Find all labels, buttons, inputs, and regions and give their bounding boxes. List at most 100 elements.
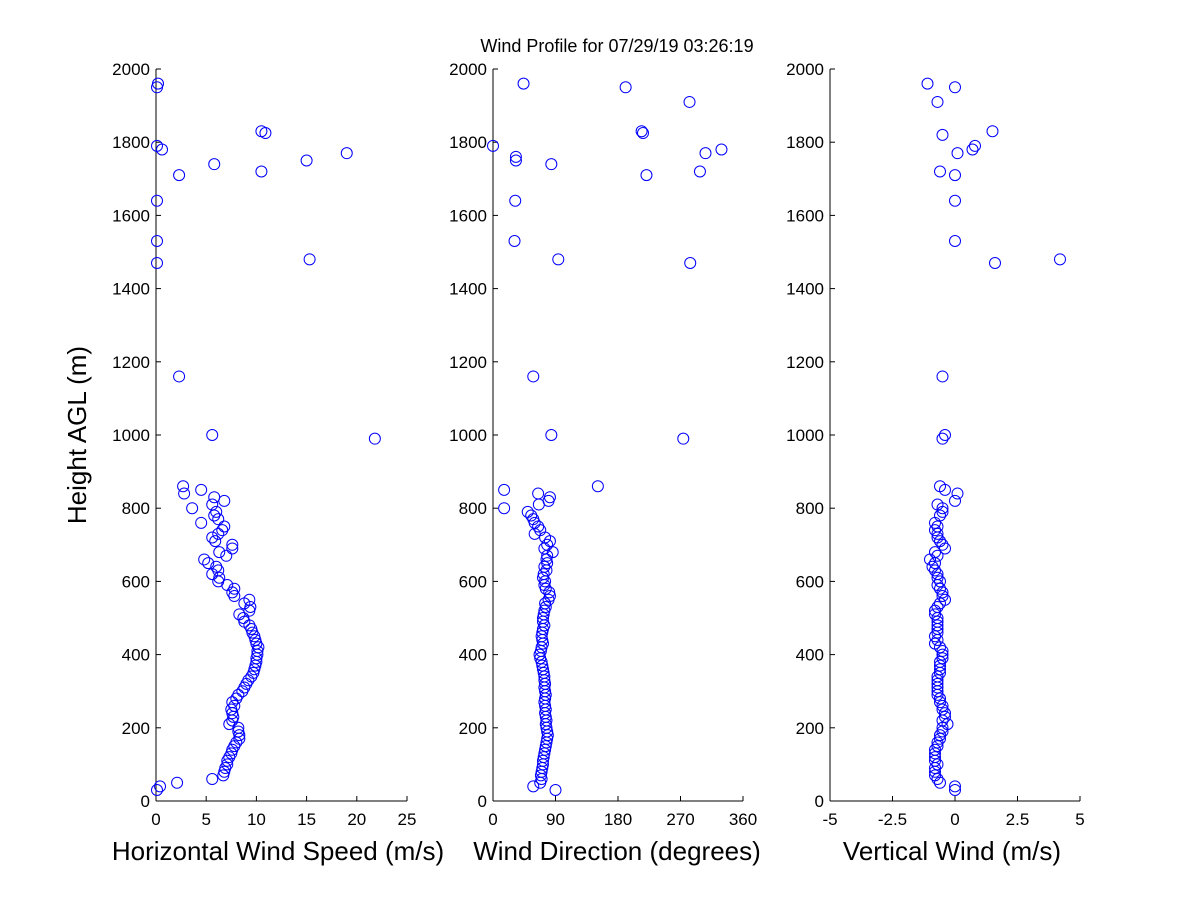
data-point: [156, 143, 169, 156]
data-point: [939, 429, 951, 441]
data-point: [245, 670, 258, 683]
x-tick-label: 20: [347, 810, 366, 829]
data-point: [545, 429, 558, 441]
x-tick-label: 270: [666, 810, 694, 829]
data-point: [934, 776, 946, 789]
data-point: [517, 77, 530, 90]
y-tick-label: 1600: [449, 206, 487, 225]
data-point: [939, 483, 951, 496]
data-point: [931, 773, 944, 786]
y-tick-label: 600: [459, 572, 487, 591]
data-point: [929, 557, 941, 570]
data-point: [936, 128, 949, 141]
data-point: [949, 169, 961, 182]
data-point: [212, 513, 225, 526]
data-point: [151, 235, 164, 248]
x-tick-label: 0: [151, 810, 160, 829]
data-point: [936, 505, 949, 518]
data-point: [934, 641, 946, 654]
data-point: [1054, 253, 1066, 266]
data-point: [152, 77, 165, 90]
data-point: [929, 762, 941, 775]
data-point: [533, 648, 546, 661]
data-point: [931, 633, 944, 646]
data-point: [541, 538, 554, 551]
data-point: [949, 235, 961, 248]
data-point: [509, 150, 522, 163]
data-point: [228, 590, 241, 603]
data-point: [206, 429, 219, 441]
data-point: [931, 95, 944, 108]
data-point: [619, 81, 632, 94]
y-tick-label: 200: [796, 719, 824, 738]
data-point: [931, 685, 944, 698]
data-point: [543, 535, 556, 548]
y-tick-label: 400: [459, 646, 487, 665]
data-point: [177, 480, 190, 493]
data-point: [340, 147, 353, 160]
data-point: [300, 154, 313, 167]
data-point: [151, 81, 164, 94]
y-axis-label: Height AGL (m): [62, 346, 92, 524]
data-point: [931, 626, 944, 639]
y-tick-label: 1400: [112, 280, 150, 299]
data-point: [921, 77, 934, 90]
data-point: [989, 256, 1001, 269]
data-point: [208, 158, 221, 171]
data-point: [221, 754, 234, 767]
data-point: [534, 769, 547, 782]
data-point: [931, 758, 944, 771]
data-point: [931, 688, 944, 701]
panel-3: 0 200 400 600 800 1000 1200 1400 1600 1800 2000 -5 -…: [786, 60, 1085, 866]
data-point: [936, 538, 949, 551]
data-point: [249, 633, 262, 646]
data-point: [527, 780, 540, 793]
y-tick-label: 2000: [449, 60, 487, 79]
data-point: [936, 699, 949, 712]
data-point: [206, 568, 219, 581]
y-tick-label: 200: [122, 719, 150, 738]
panel-1: 0 200 400 600 800 1000 1200 1400 1600 1800 2000 0 5 1…: [112, 60, 444, 866]
y-tick-label: 800: [796, 499, 824, 518]
data-point: [220, 549, 233, 562]
data-point: [151, 784, 164, 797]
data-point: [212, 527, 225, 540]
data-point: [934, 696, 946, 709]
data-point: [225, 703, 238, 716]
data-point: [487, 139, 499, 152]
x-axis-label: Wind Direction (degrees): [473, 836, 761, 866]
data-point: [186, 502, 199, 515]
data-point: [949, 784, 961, 797]
y-tick-label: 1200: [449, 353, 487, 372]
data-point: [699, 147, 712, 160]
data-point: [202, 557, 215, 570]
data-point: [216, 524, 229, 537]
data-point: [226, 714, 239, 727]
x-tick-label: 25: [398, 810, 417, 829]
data-point: [217, 769, 230, 782]
data-point: [255, 165, 268, 178]
x-tick-label: 360: [729, 810, 757, 829]
data-point: [951, 487, 964, 500]
y-tick-label: 1800: [786, 133, 824, 152]
data-point: [545, 158, 558, 171]
y-tick-label: 400: [122, 646, 150, 665]
y-tick-label: 800: [122, 499, 150, 518]
data-point: [259, 127, 272, 140]
data-point: [684, 256, 697, 269]
x-tick-label: 0: [488, 810, 497, 829]
data-point: [934, 663, 946, 676]
data-point: [209, 535, 222, 548]
data-point: [248, 630, 261, 643]
data-point: [151, 194, 164, 207]
y-tick-label: 2000: [786, 60, 824, 79]
data-point: [715, 143, 728, 156]
data-point: [949, 81, 961, 94]
y-tick-label: 1400: [786, 280, 824, 299]
data-point: [552, 253, 565, 266]
data-point: [549, 784, 562, 797]
data-point: [934, 582, 946, 595]
data-point: [218, 494, 231, 507]
data-point: [640, 169, 653, 182]
data-point: [931, 601, 944, 614]
